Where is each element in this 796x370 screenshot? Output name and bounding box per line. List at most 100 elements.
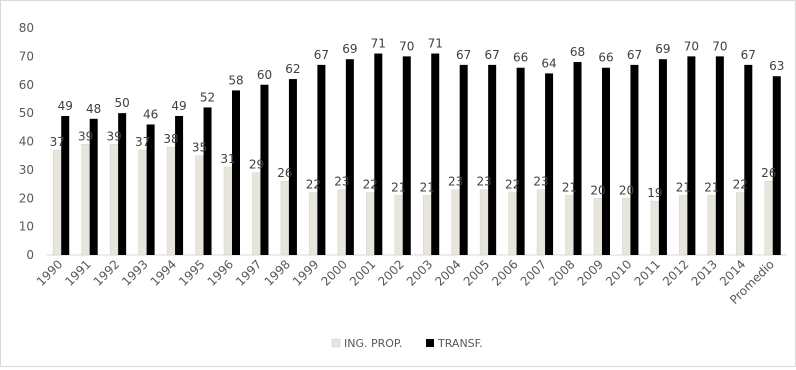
data-label-transf: 71: [371, 37, 386, 51]
data-label-transf: 69: [655, 42, 670, 56]
bar-ing-prop: [138, 149, 147, 256]
data-label-ing-prop: 38: [163, 132, 178, 146]
data-label-transf: 70: [684, 39, 699, 53]
x-tick-label: 2004: [432, 257, 463, 288]
x-tick-label: 1994: [148, 257, 179, 288]
x-tick-label: 2003: [404, 257, 435, 288]
data-label-transf: 69: [342, 42, 357, 56]
legend-label-ing-prop: ING. PROP.: [344, 337, 402, 350]
bar-transf: [744, 64, 753, 255]
y-axis-ticks: 0 10 20 30 40 50 60 70 80: [19, 21, 34, 262]
bar-ing-prop: [451, 189, 460, 256]
x-axis-ticks: 1990199119921993199419951996199719981999…: [34, 257, 777, 307]
bar-ing-prop: [394, 195, 404, 256]
bar-transf: [431, 53, 440, 255]
bar-ing-prop: [422, 195, 432, 256]
bar-transf: [602, 67, 610, 255]
data-label-ing-prop: 31: [220, 152, 235, 166]
bar-transf: [687, 56, 696, 255]
data-label-transf: 63: [769, 59, 784, 73]
x-tick-label: 1991: [62, 257, 93, 288]
data-label-ing-prop: 39: [107, 129, 122, 143]
x-tick-label: 2007: [518, 257, 549, 288]
x-tick-label: 1992: [91, 257, 122, 288]
data-label-ing-prop: 21: [704, 180, 719, 194]
bars-group: 37 49 39 48 39 50 37 46 38 49 35 52 31 58 29 60 26 62 22 67…: [50, 37, 784, 256]
bar-ing-prop: [764, 180, 774, 256]
x-tick-label: 1999: [290, 257, 321, 288]
y-tick-label: 20: [19, 191, 34, 205]
bar-transf: [61, 115, 70, 256]
data-label-transf: 64: [541, 56, 556, 70]
data-label-ing-prop: 35: [192, 141, 207, 155]
data-label-ing-prop: 22: [733, 178, 748, 192]
data-label-transf: 58: [228, 73, 243, 87]
bar-transf: [232, 90, 240, 255]
bar-ing-prop: [280, 180, 290, 256]
x-tick-label: 1990: [34, 257, 65, 288]
data-label-ing-prop: 23: [448, 175, 463, 189]
x-tick-label: 2005: [461, 257, 492, 288]
data-label-transf: 60: [257, 68, 272, 82]
bar-ing-prop: [337, 189, 347, 256]
legend-label-transf: TRANSF.: [437, 337, 483, 350]
data-label-transf: 49: [58, 99, 73, 113]
bar-ing-prop: [593, 198, 603, 256]
bar-ing-prop: [223, 166, 233, 256]
x-tick-label: 1996: [205, 257, 236, 288]
bar-transf: [516, 67, 525, 255]
bar-ing-prop: [536, 189, 546, 256]
data-label-transf: 68: [570, 45, 585, 59]
data-label-transf: 70: [399, 39, 414, 53]
bar-transf: [175, 115, 184, 256]
data-label-ing-prop: 22: [306, 178, 321, 192]
y-tick-label: 60: [19, 78, 34, 92]
bar-ing-prop: [479, 189, 489, 256]
bar-transf: [545, 73, 554, 256]
bar-transf: [573, 62, 582, 255]
data-label-ing-prop: 23: [533, 175, 548, 189]
data-label-ing-prop: 29: [249, 158, 264, 172]
bar-ing-prop: [508, 192, 517, 256]
bar-transf: [374, 53, 383, 255]
data-label-transf: 48: [86, 102, 101, 116]
data-label-transf: 66: [598, 51, 613, 65]
data-label-transf: 71: [428, 37, 443, 51]
data-label-transf: 67: [741, 48, 756, 62]
bar-transf: [630, 64, 639, 255]
bar-ing-prop: [81, 144, 90, 256]
data-label-transf: 50: [115, 96, 130, 110]
x-tick-label: 2010: [603, 257, 634, 288]
data-label-transf: 67: [314, 48, 329, 62]
x-tick-label: 2001: [347, 257, 378, 288]
data-label-ing-prop: 39: [78, 129, 93, 143]
bar-transf: [658, 59, 667, 256]
data-label-ing-prop: 19: [647, 186, 662, 200]
bar-ing-prop: [679, 195, 688, 256]
bar-ing-prop: [736, 192, 745, 256]
bar-ing-prop: [252, 172, 261, 256]
bar-ing-prop: [195, 155, 204, 256]
bar-transf: [288, 79, 297, 255]
data-label-ing-prop: 22: [363, 178, 378, 192]
legend: ING. PROP. TRANSF.: [331, 337, 483, 350]
legend-swatch-transf: [426, 339, 434, 347]
x-tick-label: 2013: [688, 257, 719, 288]
bar-transf: [345, 59, 354, 256]
y-tick-label: 0: [26, 248, 34, 262]
x-tick-label: 1998: [262, 257, 293, 288]
data-label-ing-prop: 21: [420, 180, 435, 194]
data-label-ing-prop: 21: [391, 180, 406, 194]
data-label-transf: 46: [143, 107, 158, 121]
y-tick-label: 40: [19, 135, 34, 149]
bar-transf: [118, 113, 127, 255]
bar-transf: [317, 64, 326, 255]
y-tick-label: 30: [19, 163, 34, 177]
data-label-ing-prop: 37: [135, 135, 150, 149]
bar-transf: [146, 124, 155, 255]
x-tick-label: 2009: [575, 257, 606, 288]
data-label-ing-prop: 26: [761, 166, 776, 180]
y-tick-label: 50: [19, 106, 34, 120]
